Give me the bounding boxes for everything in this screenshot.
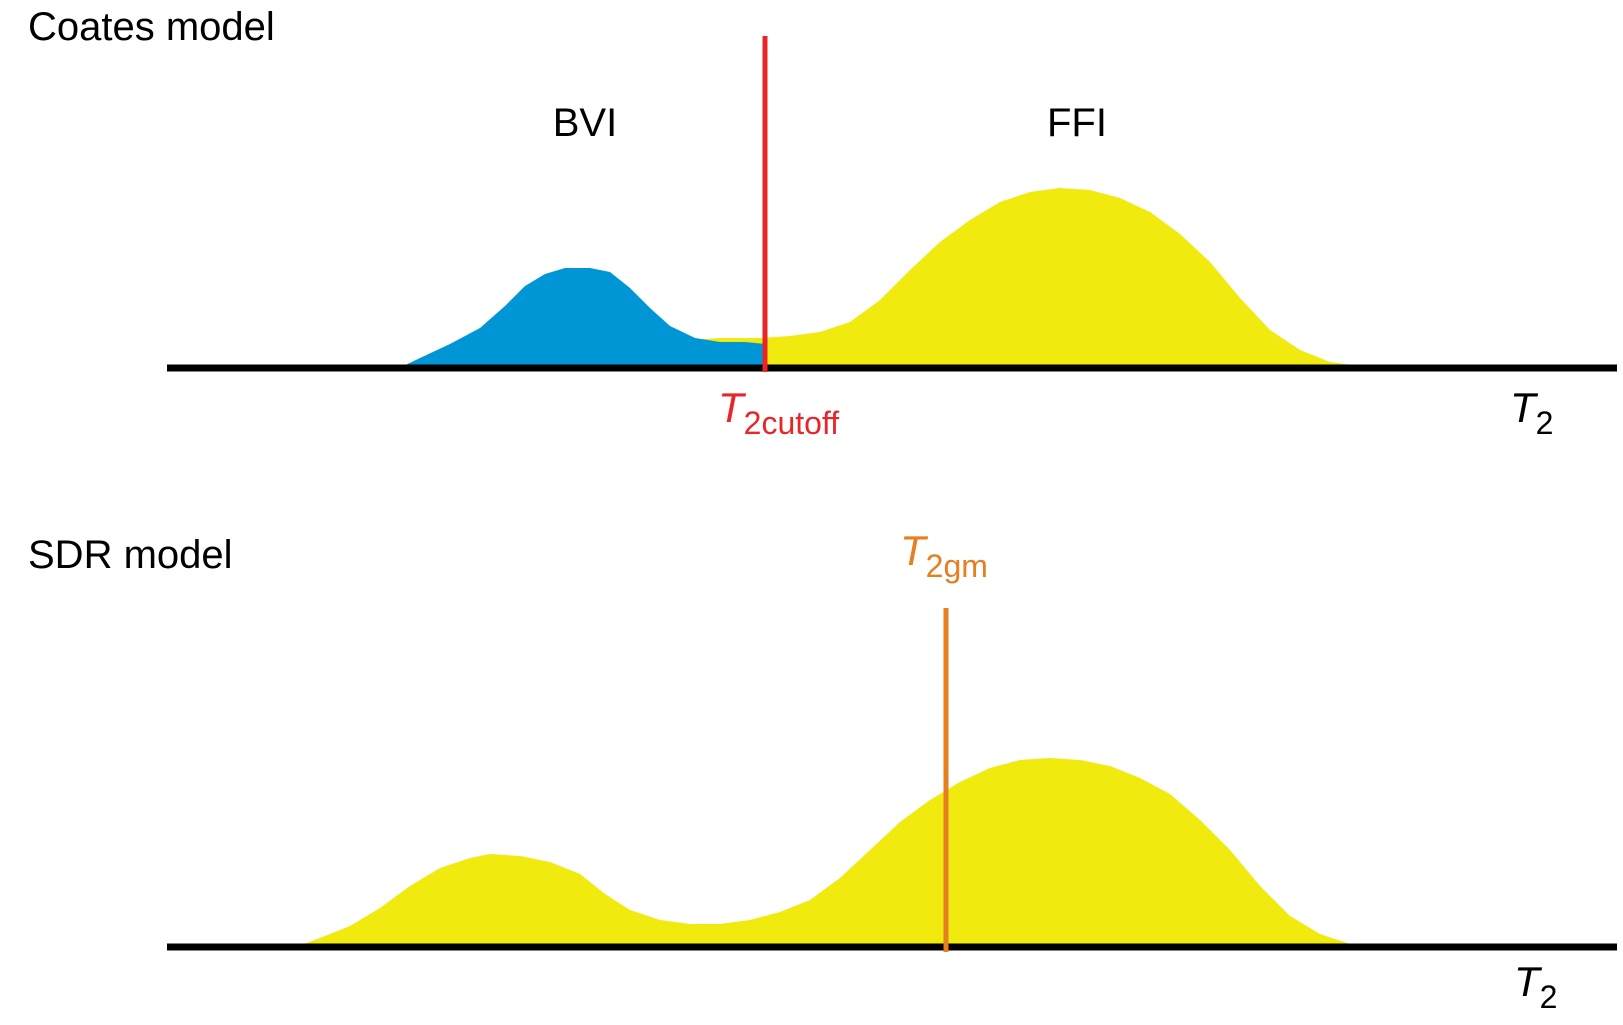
sdr-panel: SDR model T2gm T2 — [28, 527, 1617, 1015]
sdr-x-axis-label: T2 — [1514, 958, 1557, 1015]
coates-bvi-area — [395, 268, 765, 370]
t2-cutoff-label: T2cutoff — [718, 384, 839, 441]
coates-title: Coates model — [28, 5, 275, 49]
coates-x-axis-label: T2 — [1510, 384, 1553, 441]
sdr-title: SDR model — [28, 533, 233, 577]
coates-panel: Coates model BVI FFI T2cutoff T2 — [28, 5, 1617, 441]
t2-gm-label: T2gm — [900, 527, 988, 584]
coates-ffi-area — [640, 188, 1400, 370]
ffi-label: FFI — [1047, 101, 1107, 145]
sdr-distribution-area — [293, 758, 1375, 948]
bvi-label: BVI — [553, 101, 617, 145]
